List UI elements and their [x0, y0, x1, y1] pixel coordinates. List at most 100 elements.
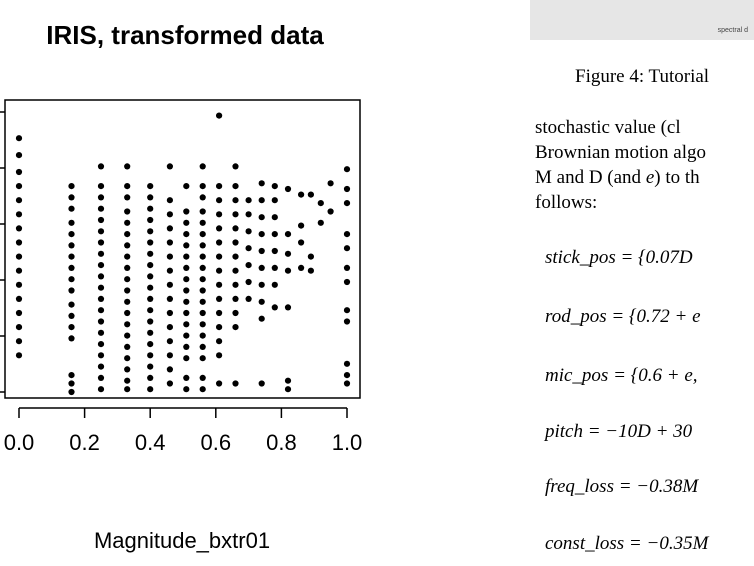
data-point — [199, 231, 206, 238]
data-point — [343, 278, 351, 286]
data-point — [343, 185, 351, 193]
paragraph-line-2: Brownian motion algo — [535, 142, 706, 163]
data-point — [183, 298, 190, 305]
data-point — [317, 219, 324, 226]
data-point — [147, 318, 154, 325]
data-point — [124, 366, 131, 373]
data-point — [245, 295, 252, 302]
data-point — [232, 380, 239, 387]
x-tick-label: 0.0 — [4, 430, 35, 455]
data-point — [68, 219, 75, 226]
data-point — [199, 183, 206, 190]
data-point — [271, 183, 278, 190]
data-point — [284, 267, 292, 274]
data-point — [271, 281, 278, 288]
data-point — [166, 281, 173, 288]
data-point — [124, 183, 131, 190]
data-point — [124, 386, 131, 393]
data-point — [216, 338, 223, 345]
data-point — [232, 239, 239, 246]
data-point — [147, 228, 154, 235]
data-point — [124, 276, 131, 283]
data-point — [183, 321, 190, 328]
data-point — [124, 208, 131, 215]
data-point — [15, 295, 23, 302]
data-point — [258, 231, 265, 238]
paragraph-line-3: M and D (and e) to th — [535, 167, 700, 188]
data-point — [124, 332, 131, 339]
data-point — [183, 276, 190, 283]
data-point — [271, 214, 278, 221]
data-point — [147, 295, 154, 302]
data-point — [124, 377, 131, 384]
data-point — [199, 276, 206, 283]
data-point — [343, 318, 351, 325]
data-point — [183, 183, 190, 190]
data-point — [68, 194, 75, 201]
data-point — [199, 321, 206, 328]
data-point — [183, 287, 190, 294]
figure-image-label: spectral d — [717, 27, 748, 34]
x-axis-label: Magnitude_bxtr01 — [94, 528, 270, 553]
data-point — [124, 298, 131, 305]
data-point — [166, 352, 173, 359]
data-point — [216, 267, 223, 274]
data-point — [97, 352, 105, 359]
chart-title: IRIS, transformed data — [46, 20, 324, 50]
plot-border — [4, 99, 361, 399]
data-point — [124, 264, 131, 271]
data-point — [298, 264, 305, 271]
equation-rod-pos: rod_pos = {0.72 + e — [545, 306, 701, 327]
data-point — [298, 239, 305, 246]
data-point — [258, 281, 265, 288]
data-point — [15, 338, 23, 345]
data-point — [199, 208, 206, 215]
data-point — [183, 309, 190, 317]
data-point — [124, 287, 131, 294]
data-point — [183, 386, 190, 393]
data-point — [258, 197, 265, 204]
data-point — [216, 253, 223, 260]
data-point — [216, 197, 223, 204]
data-point — [232, 225, 239, 232]
data-point — [166, 324, 173, 331]
data-point — [183, 242, 190, 249]
data-point — [15, 225, 23, 232]
data-point — [199, 386, 206, 393]
data-point — [183, 332, 190, 339]
data-point — [216, 324, 223, 331]
data-point — [97, 163, 105, 170]
data-point — [232, 295, 239, 302]
data-point — [147, 262, 154, 269]
data-point — [183, 355, 190, 362]
data-point — [199, 264, 206, 271]
data-point — [284, 304, 292, 311]
data-point — [68, 287, 75, 294]
data-point — [147, 239, 154, 246]
data-point — [68, 183, 75, 190]
data-point — [97, 262, 105, 269]
data-point — [68, 380, 75, 387]
data-point — [232, 253, 239, 260]
x-axis: 0.0 0.2 0.4 0.6 0.8 1.0 — [4, 407, 362, 455]
data-point — [68, 388, 75, 396]
data-point — [68, 372, 75, 379]
data-point — [327, 180, 334, 187]
data-point — [183, 253, 190, 260]
plot-frame — [0, 99, 361, 399]
data-point — [245, 245, 252, 252]
data-point — [15, 183, 23, 190]
x-tick-label: 0.6 — [201, 430, 232, 455]
data-point — [15, 135, 23, 142]
data-point — [166, 309, 173, 317]
data-point — [284, 386, 292, 393]
equation-mic-pos: mic_pos = {0.6 + e, — [545, 365, 698, 386]
data-point — [245, 278, 252, 286]
data-point — [124, 242, 131, 249]
data-point — [232, 324, 239, 331]
data-point — [166, 197, 173, 204]
data-point — [124, 163, 131, 170]
paragraph-line-4: follows: — [535, 192, 598, 213]
data-point — [166, 239, 173, 246]
data-point — [68, 276, 75, 283]
